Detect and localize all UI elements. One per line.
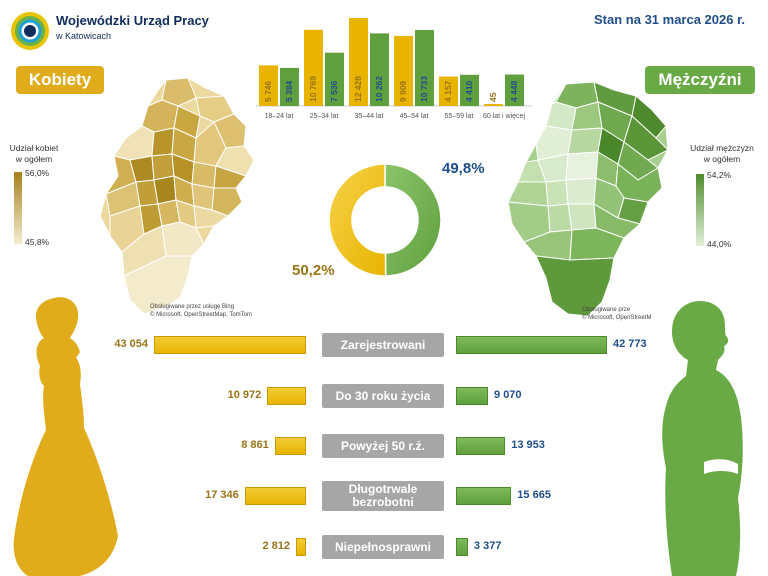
- age-bar-women: [259, 65, 278, 106]
- women-legend-gradient: [14, 172, 22, 244]
- age-bar-value-label: 10 262: [374, 76, 384, 102]
- man-silhouette: [662, 300, 743, 576]
- age-bar-value-label: 7 536: [329, 80, 339, 102]
- age-category-label: 45–54 lat: [400, 113, 429, 120]
- comparison-category-label: Powyżej 50 r.ż.: [322, 434, 444, 458]
- men-legend-max: 54,2%: [707, 170, 732, 180]
- age-category-label: 35–44 lat: [355, 113, 384, 120]
- comparison-value-men: 13 953: [511, 439, 545, 451]
- comparison-bar-men: [456, 538, 468, 556]
- age-bar-men: [370, 33, 389, 106]
- women-share-label: 50,2%: [292, 262, 335, 279]
- comparison-category-label: Zarejestrowani: [322, 333, 444, 357]
- comparison-bar-men: [456, 487, 512, 505]
- age-bar-women: [304, 29, 323, 106]
- share-donut-chart: [328, 163, 442, 277]
- men-legend-min: 44,0%: [707, 239, 732, 249]
- men-label: Mężczyźni: [645, 66, 755, 94]
- donut-slice-women: [328, 163, 387, 277]
- org-name: Wojewódzki Urząd Pracy: [56, 13, 209, 28]
- comparison-bar-women: [154, 336, 306, 354]
- women-legend-title-line1: Udział kobiet: [9, 143, 59, 153]
- org-city: w Katowicach: [56, 31, 112, 41]
- age-bar-chart: 5 746 5 384 18–24 lat 10 769 7 536 25–34 lat 1…: [256, 18, 532, 120]
- age-bar-value-label: 45: [488, 92, 498, 102]
- comparison-bar-men: [456, 387, 489, 405]
- comparison-category-label: Niepełnosprawni: [322, 535, 444, 559]
- men-legend-title-line1: Udział mężczyzn: [690, 143, 754, 153]
- age-bar-men: [280, 67, 299, 106]
- logo-mark: [11, 12, 49, 50]
- age-bar-men: [325, 52, 344, 106]
- women-legend-max: 56,0%: [25, 168, 50, 178]
- comparison-value-women: 2 812: [262, 540, 290, 552]
- women-map-credit-line1: Obsługiwane przez usługę Bing: [150, 304, 235, 310]
- age-bar-value-label: 10 733: [419, 76, 429, 102]
- age-bar-women: [484, 104, 503, 106]
- women-legend-title-line2: w ogółem: [15, 154, 53, 164]
- woman-silhouette: [13, 297, 118, 576]
- comparison-value-women: 43 054: [114, 338, 148, 350]
- comparison-value-men: 15 665: [517, 489, 551, 501]
- age-bar-women: [439, 76, 458, 106]
- men-legend-gradient: [696, 174, 704, 246]
- comparison-category-label: Długotrwale bezrobotni: [322, 481, 444, 511]
- women-legend-title: Udział kobiet w ogółem: [2, 143, 66, 165]
- age-bar-men: [460, 74, 479, 106]
- women-map-credit-line2: © Microsoft, OpenStreetMap, TomTom: [150, 312, 253, 318]
- age-bar-value-label: 9 909: [398, 80, 408, 102]
- men-share-label: 49,8%: [442, 160, 485, 177]
- men-map-credit-line1: Obsługiwane prze: [582, 307, 631, 313]
- women-map: [99, 77, 255, 315]
- age-bar-value-label: 4 448: [509, 80, 519, 102]
- comparison-category-label: Do 30 roku życia: [322, 384, 444, 408]
- men-legend-title-line2: w ogółem: [703, 154, 741, 164]
- comparison-bar-women: [296, 538, 306, 556]
- date-label: Stan na 31 marca 2026 r.: [594, 12, 746, 27]
- age-bar-value-label: 12 428: [353, 76, 363, 102]
- age-bar-men: [505, 74, 524, 106]
- comparison-value-men: 42 773: [613, 338, 647, 350]
- men-map-credit: Obsługiwane prze © Microsoft, OpenStreet…: [582, 306, 672, 322]
- age-bar-value-label: 5 384: [284, 80, 294, 102]
- comparison-value-women: 10 972: [227, 389, 262, 401]
- women-map-credit: Obsługiwane przez usługę Bing © Microsof…: [150, 303, 270, 319]
- age-bar-women: [349, 18, 368, 106]
- age-category-label: 60 lat i więcej: [483, 113, 525, 120]
- age-bar-value-label: 10 769: [308, 76, 318, 102]
- comparison-value-women: 17 346: [205, 489, 239, 501]
- men-map: [507, 81, 669, 317]
- comparison-value-men: 3 377: [473, 540, 502, 552]
- age-bar-value-label: 4 157: [443, 80, 453, 102]
- age-bar-value-label: 5 746: [263, 80, 273, 102]
- age-category-label: 18–24 lat: [265, 113, 294, 120]
- comparison-bar-men: [456, 437, 506, 455]
- comparison-bar-women: [274, 437, 306, 455]
- comparison-value-women: 8 861: [241, 439, 269, 451]
- age-category-label: 55–59 lat: [445, 113, 474, 120]
- age-bar-women: [394, 35, 413, 106]
- comparison-bar-women: [267, 387, 306, 405]
- age-bar-value-label: 4 410: [464, 80, 474, 102]
- women-label: Kobiety: [16, 66, 104, 94]
- women-legend-min: 45,8%: [25, 237, 50, 247]
- men-map-credit-line2: © Microsoft, OpenStreetM: [582, 315, 652, 321]
- age-bar-men: [415, 30, 434, 107]
- comparison-bar-men: [456, 336, 607, 354]
- men-legend-title: Udział mężczyzn w ogółem: [686, 143, 758, 165]
- donut-slice-men: [384, 163, 442, 277]
- comparison-value-men: 9 070: [494, 389, 522, 401]
- comparison-bar-women: [244, 487, 306, 505]
- age-category-label: 25–34 lat: [310, 113, 339, 120]
